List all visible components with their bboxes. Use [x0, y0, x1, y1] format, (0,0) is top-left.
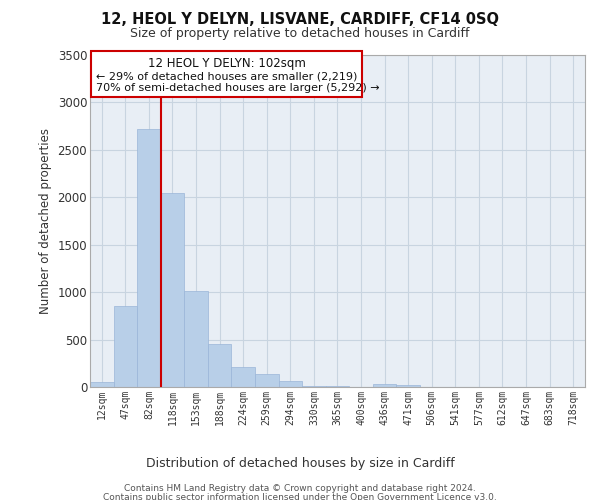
- Bar: [161, 192, 184, 387]
- Bar: [208, 344, 232, 387]
- Bar: [397, 385, 420, 387]
- Bar: [373, 384, 397, 387]
- Text: Contains public sector information licensed under the Open Government Licence v3: Contains public sector information licen…: [103, 494, 497, 500]
- Y-axis label: Number of detached properties: Number of detached properties: [39, 128, 52, 314]
- Text: Size of property relative to detached houses in Cardiff: Size of property relative to detached ho…: [130, 28, 470, 40]
- Text: ← 29% of detached houses are smaller (2,219): ← 29% of detached houses are smaller (2,…: [96, 71, 357, 81]
- FancyBboxPatch shape: [91, 51, 362, 96]
- Text: 12 HEOL Y DELYN: 102sqm: 12 HEOL Y DELYN: 102sqm: [148, 57, 305, 70]
- Text: 12, HEOL Y DELYN, LISVANE, CARDIFF, CF14 0SQ: 12, HEOL Y DELYN, LISVANE, CARDIFF, CF14…: [101, 12, 499, 28]
- Text: Contains HM Land Registry data © Crown copyright and database right 2024.: Contains HM Land Registry data © Crown c…: [124, 484, 476, 493]
- Text: Distribution of detached houses by size in Cardiff: Distribution of detached houses by size …: [146, 458, 454, 470]
- Text: 70% of semi-detached houses are larger (5,292) →: 70% of semi-detached houses are larger (…: [96, 84, 379, 94]
- Bar: [90, 382, 113, 387]
- Bar: [255, 374, 278, 387]
- Bar: [184, 291, 208, 387]
- Bar: [137, 129, 161, 387]
- Bar: [302, 386, 326, 387]
- Bar: [278, 381, 302, 387]
- Bar: [113, 306, 137, 387]
- Bar: [232, 367, 255, 387]
